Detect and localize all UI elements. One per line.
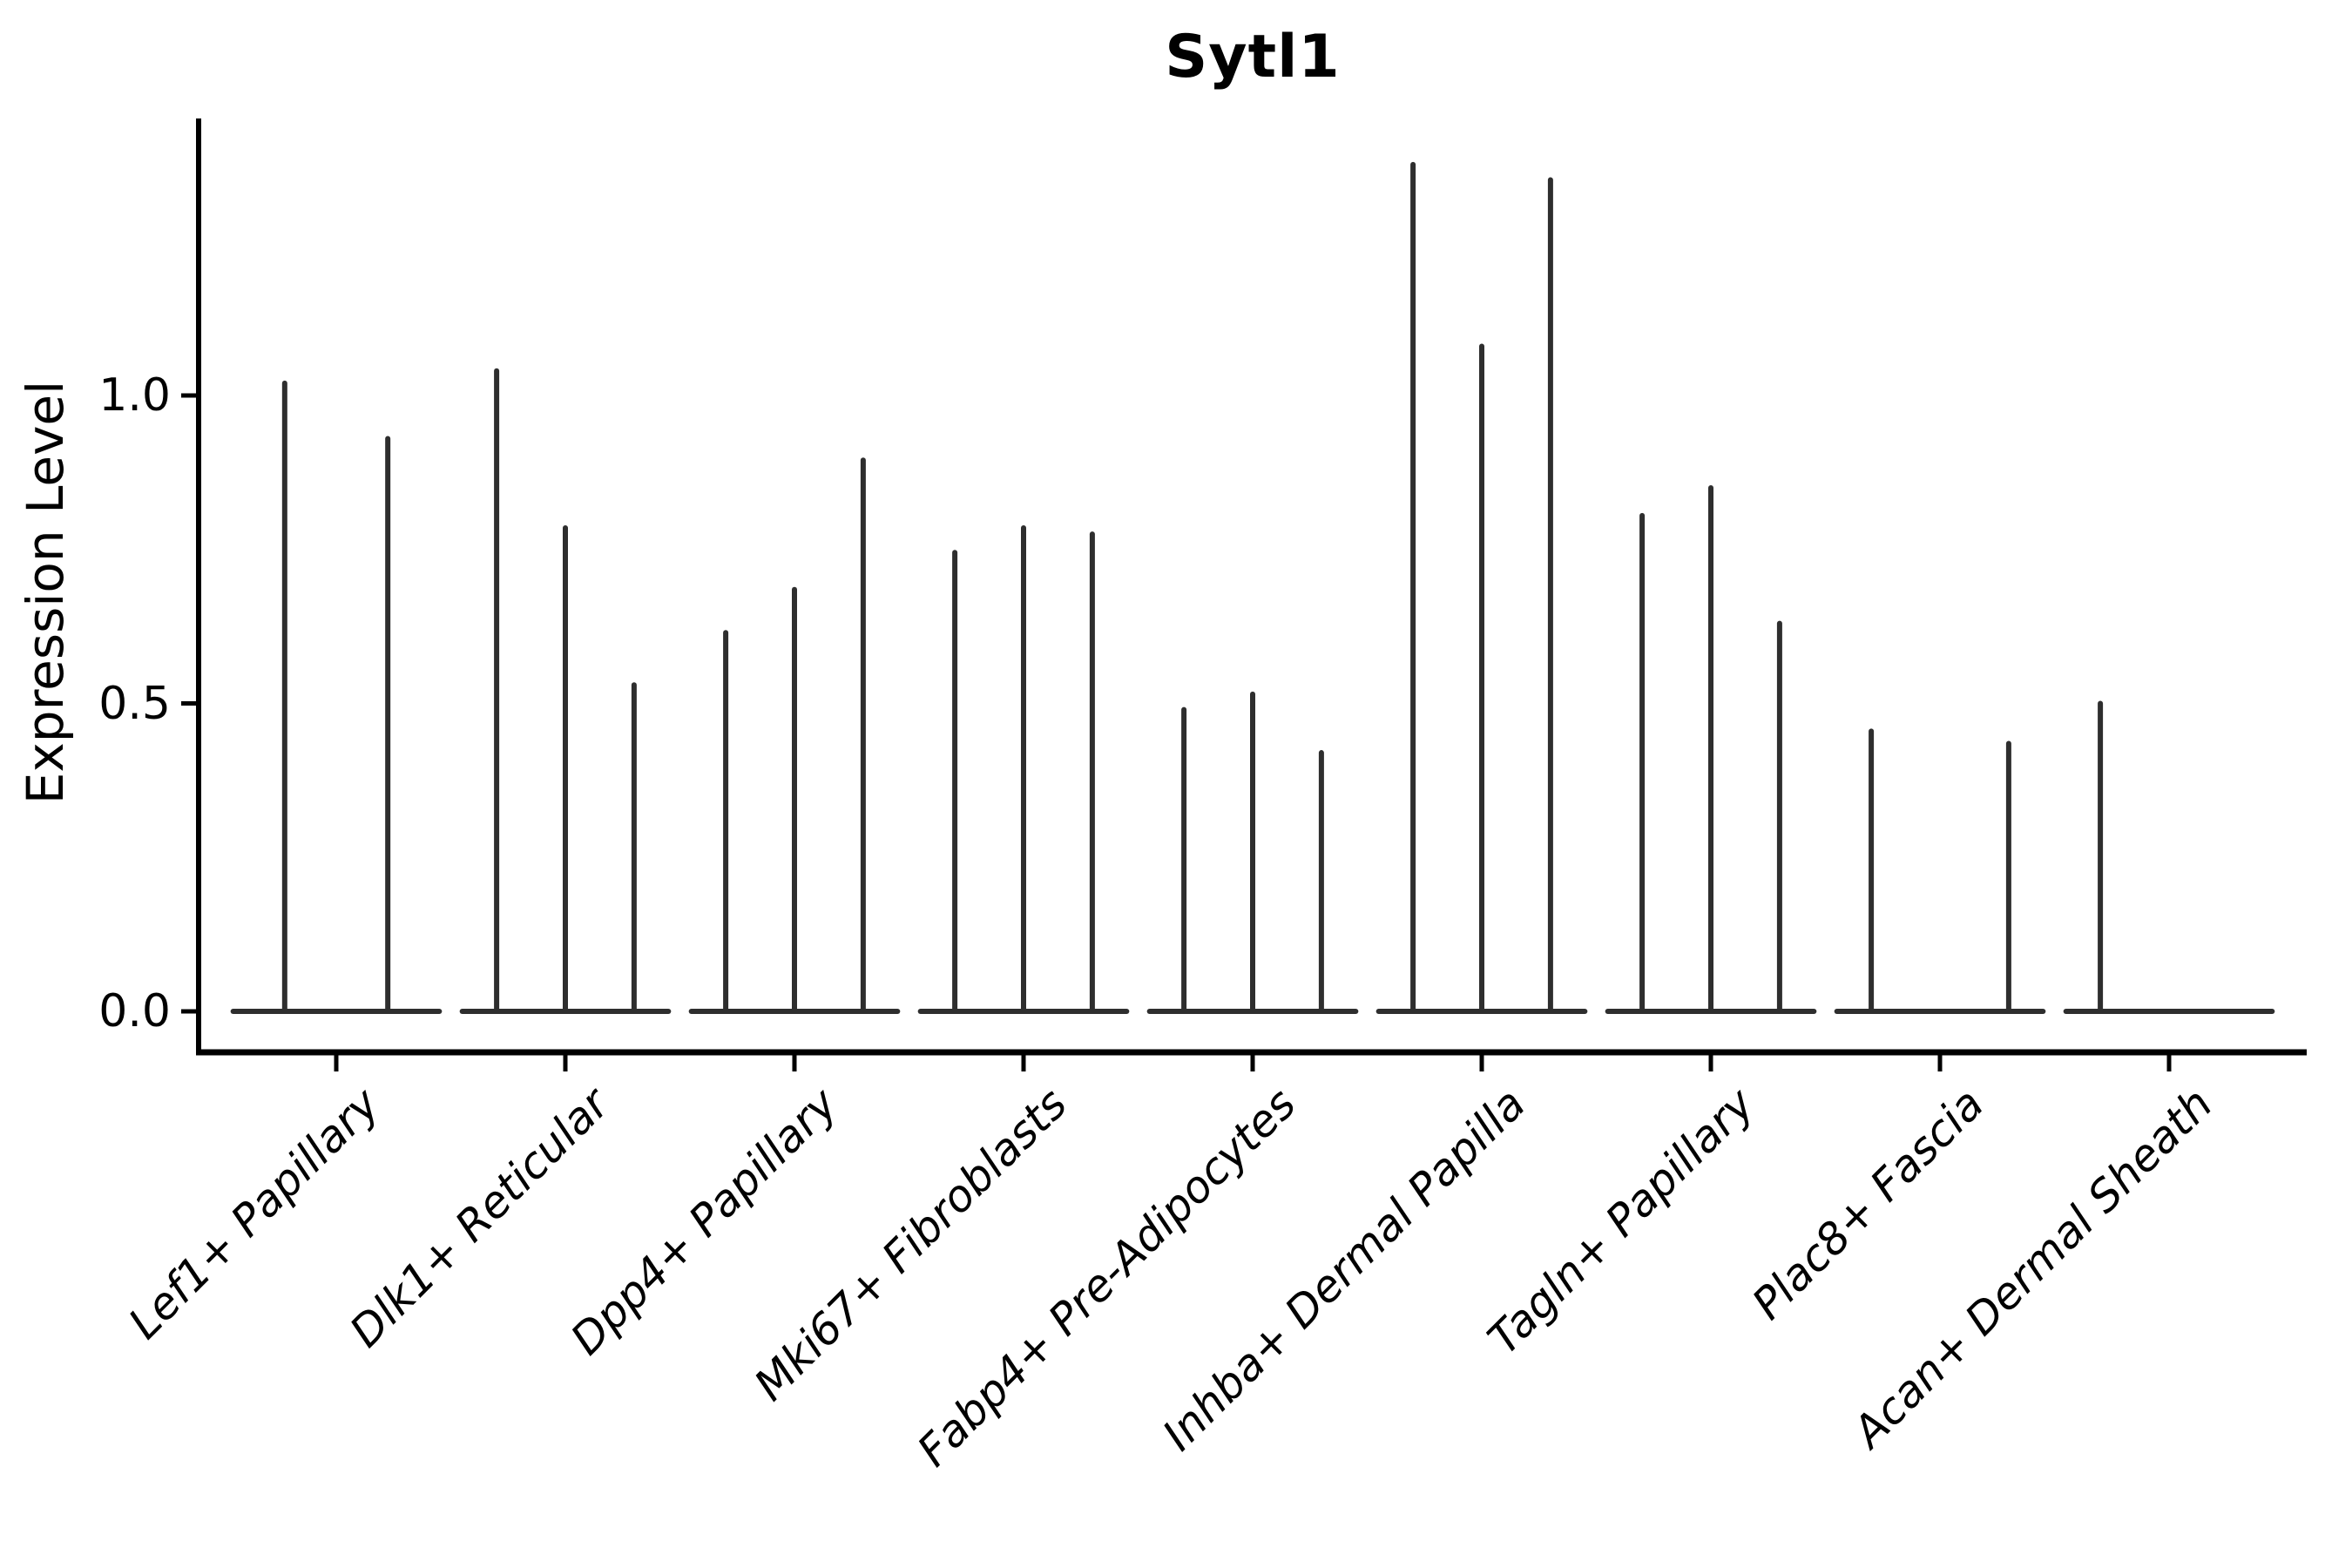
chart-title: Sytl1 <box>1165 23 1341 91</box>
y-tick-label-0-5: 0.5 <box>98 678 171 730</box>
y-tick-label-0: 0.0 <box>98 985 171 1037</box>
y-tick-label-1-0: 1.0 <box>98 369 171 422</box>
